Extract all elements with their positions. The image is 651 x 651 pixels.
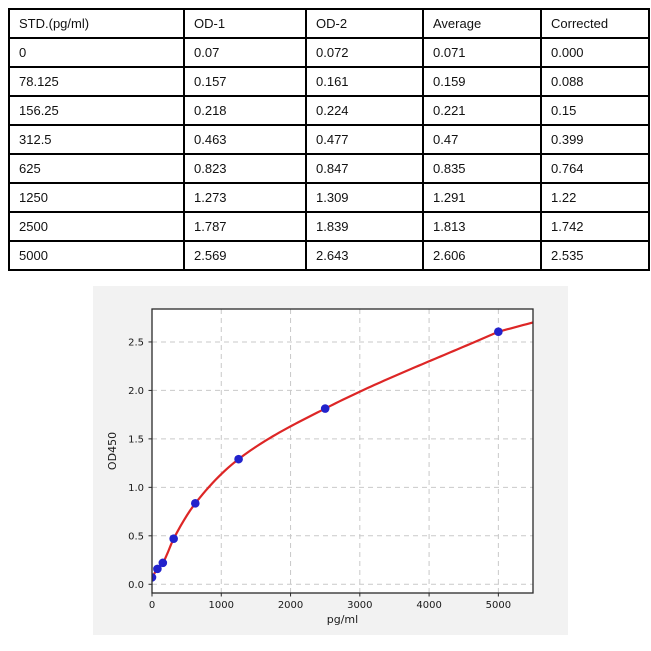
table-cell: 0.071 [422, 37, 542, 68]
table-cell: 0.764 [540, 153, 650, 184]
table-cell: 1.742 [540, 211, 650, 242]
table-cell: 625 [8, 153, 185, 184]
table-cell: 0.161 [305, 66, 424, 97]
x-tick-label: 0 [149, 600, 155, 611]
column-header-corrected: Corrected [540, 8, 650, 39]
table-row: 2500 1.787 1.839 1.813 1.742 [8, 211, 650, 242]
table-cell: 0.072 [305, 37, 424, 68]
table-cell: 0.463 [183, 124, 307, 155]
table-cell: 1.291 [422, 182, 542, 213]
x-tick-label: 5000 [486, 600, 511, 611]
x-tick-label: 2000 [278, 600, 303, 611]
x-tick-label: 3000 [347, 600, 372, 611]
data-point [158, 558, 168, 568]
table-cell: 0.088 [540, 66, 650, 97]
table-cell: 0.15 [540, 95, 650, 126]
data-point [190, 499, 200, 508]
table-cell: 1250 [8, 182, 185, 213]
y-tick-label: 1.5 [128, 434, 144, 445]
plot-border [151, 308, 534, 594]
column-header-average: Average [422, 8, 542, 39]
data-point [169, 534, 178, 544]
table-cell: 312.5 [8, 124, 185, 155]
table-cell: 0.399 [540, 124, 650, 155]
table-cell: 1.309 [305, 182, 424, 213]
table-cell: 0.157 [183, 66, 307, 97]
standard-curve-figure: 0 1000 2000 3000 4000 5000 0.0 0.5 1.0 1.5 2.0 2.5 p… [93, 286, 568, 635]
table-cell: 0.000 [540, 37, 650, 68]
column-header-od1: OD-1 [183, 8, 307, 39]
table-cell: 0.07 [183, 37, 307, 68]
table-cell: 2.643 [305, 240, 424, 271]
x-tick-label: 4000 [416, 600, 441, 611]
column-header-od2: OD-2 [305, 8, 424, 39]
table-cell: 0.221 [422, 95, 542, 126]
table-cell: 156.25 [8, 95, 185, 126]
plot-background [152, 309, 533, 593]
table-cell: 2.606 [422, 240, 542, 271]
y-tick-label: 1.0 [128, 483, 144, 494]
data-point [234, 454, 243, 464]
data-point [152, 573, 157, 582]
table-cell: 1.839 [305, 211, 424, 242]
table-row: 625 0.823 0.847 0.835 0.764 [8, 153, 650, 184]
table-cell: 0.823 [183, 153, 307, 184]
table-row: 0 0.07 0.072 0.071 0.000 [8, 37, 650, 68]
data-point [494, 327, 503, 336]
x-tick-label: 1000 [209, 600, 234, 611]
column-header-std: STD.(pg/ml) [8, 8, 185, 39]
x-axis-label: pg/ml [327, 613, 358, 626]
table-cell: 1.813 [422, 211, 542, 242]
table-cell: 0.47 [422, 124, 542, 155]
fitted-curve [152, 321, 533, 578]
table-cell: 0.847 [305, 153, 424, 184]
table-cell: 0.477 [305, 124, 424, 155]
table-cell: 0.159 [422, 66, 542, 97]
y-tick-label: 2.0 [128, 386, 144, 397]
table-cell: 2.535 [540, 240, 650, 271]
standards-table: STD.(pg/ml) OD-1 OD-2 Average Corrected … [8, 8, 650, 271]
standard-curve-chart: 0 1000 2000 3000 4000 5000 0.0 0.5 1.0 1.5 2.0 2.5 p… [93, 286, 568, 635]
data-point [320, 404, 330, 413]
table-row: 1250 1.273 1.309 1.291 1.22 [8, 182, 650, 213]
table-cell: 0.218 [183, 95, 307, 126]
table-cell: 1.787 [183, 211, 307, 242]
table-cell: 1.22 [540, 182, 650, 213]
table-row: 5000 2.569 2.643 2.606 2.535 [8, 240, 650, 271]
y-axis-label: OD450 [106, 432, 119, 470]
table-row: 312.5 0.463 0.477 0.47 0.399 [8, 124, 650, 155]
table-row: 156.25 0.218 0.224 0.221 0.15 [8, 95, 650, 126]
table-cell: 1.273 [183, 182, 307, 213]
table-cell: 78.125 [8, 66, 185, 97]
table-cell: 0.835 [422, 153, 542, 184]
table-cell: 0 [8, 37, 185, 68]
table-cell: 5000 [8, 240, 185, 271]
table-row: 78.125 0.157 0.161 0.159 0.088 [8, 66, 650, 97]
y-tick-label: 0.0 [128, 580, 144, 591]
table-cell: 2500 [8, 211, 185, 242]
table-cell: 2.569 [183, 240, 307, 271]
table-header-row: STD.(pg/ml) OD-1 OD-2 Average Corrected [8, 8, 650, 39]
y-tick-label: 0.5 [128, 531, 144, 542]
table-cell: 0.224 [305, 95, 424, 126]
y-tick-label: 2.5 [128, 337, 144, 348]
data-point [153, 564, 162, 574]
